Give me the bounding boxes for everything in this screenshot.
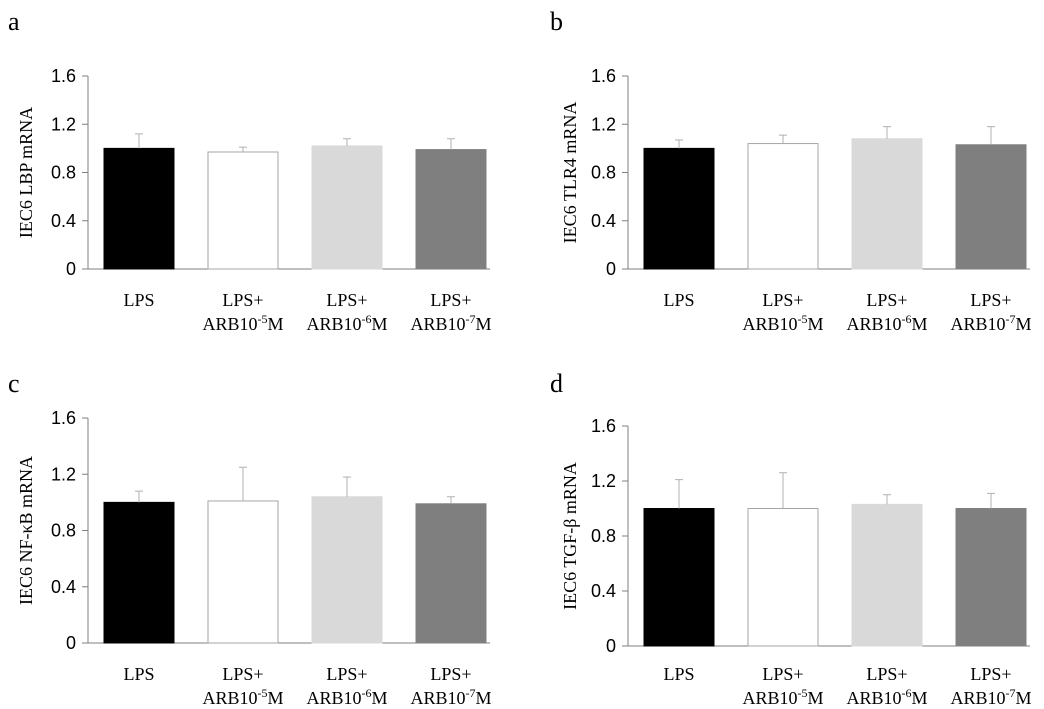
y-tick-label: 0.4 (51, 577, 76, 597)
x-tick-label-line2: ARB10-7M (410, 686, 491, 708)
x-tick-label-line2: ARB10-5M (202, 686, 283, 708)
bar (415, 503, 487, 644)
y-tick-label: 1.6 (591, 416, 616, 436)
bar (311, 496, 383, 644)
x-tick-label: LPS+ (222, 664, 263, 684)
x-tick-label: LPS+ (762, 664, 803, 684)
y-tick-label: 0.4 (591, 211, 616, 231)
y-axis-label: IEC6 TGF-β mRNA (560, 462, 580, 610)
y-tick-label: 0 (606, 259, 616, 279)
y-tick-label: 1.6 (51, 66, 76, 86)
bar (415, 149, 487, 270)
x-tick-label-line2: ARB10-6M (306, 312, 387, 334)
x-tick-label: LPS+ (430, 290, 471, 310)
bar (955, 144, 1027, 270)
x-tick-label-line2: ARB10-7M (950, 312, 1031, 334)
panel-letter: c (8, 369, 20, 398)
x-tick-label-line2: ARB10-6M (306, 686, 387, 708)
x-tick-label: LPS+ (970, 290, 1011, 310)
bar (207, 151, 279, 270)
y-tick-label: 0.4 (51, 211, 76, 231)
y-tick-label: 1.6 (591, 66, 616, 86)
y-axis-label: IEC6 TLR4 mRNA (560, 102, 580, 244)
x-tick-label: LPS+ (866, 664, 907, 684)
panel-letter: a (8, 7, 20, 36)
bar (103, 501, 175, 644)
bar (643, 508, 715, 647)
y-tick-label: 0.8 (591, 163, 616, 183)
bar (851, 503, 923, 647)
bar (851, 138, 923, 270)
y-tick-label: 0.8 (51, 521, 76, 541)
y-tick-label: 1.2 (591, 471, 616, 491)
x-tick-label: LPS (663, 664, 694, 684)
x-tick-label-line2: ARB10-7M (950, 686, 1031, 708)
y-tick-label: 0.8 (51, 163, 76, 183)
y-tick-label: 0 (66, 633, 76, 653)
x-tick-label: LPS+ (866, 290, 907, 310)
panel-letter: d (550, 369, 563, 398)
x-tick-label-line2: ARB10-6M (846, 312, 927, 334)
y-tick-label: 1.6 (51, 408, 76, 428)
bar (311, 145, 383, 270)
x-tick-label: LPS+ (326, 290, 367, 310)
y-tick-label: 0.4 (591, 581, 616, 601)
y-tick-label: 0 (66, 259, 76, 279)
y-axis-label: IEC6 NF-κB mRNA (16, 456, 36, 605)
y-tick-label: 1.2 (51, 464, 76, 484)
x-tick-label-line2: ARB10-6M (846, 686, 927, 708)
panel-letter: b (550, 7, 563, 36)
bar (955, 508, 1027, 647)
y-tick-label: 1.2 (591, 114, 616, 134)
x-tick-label: LPS+ (762, 290, 803, 310)
y-tick-label: 1.2 (51, 114, 76, 134)
y-tick-label: 0 (606, 636, 616, 656)
x-tick-label: LPS (663, 290, 694, 310)
x-tick-label: LPS (123, 290, 154, 310)
x-tick-label: LPS+ (326, 664, 367, 684)
x-tick-label: LPS (123, 664, 154, 684)
x-tick-label-line2: ARB10-5M (742, 312, 823, 334)
bar (747, 143, 819, 270)
x-tick-label-line2: ARB10-5M (202, 312, 283, 334)
bar (747, 508, 819, 647)
bar (103, 147, 175, 270)
x-tick-label: LPS+ (430, 664, 471, 684)
y-axis-label: IEC6 LBP mRNA (16, 107, 36, 238)
x-tick-label: LPS+ (222, 290, 263, 310)
x-tick-label-line2: ARB10-7M (410, 312, 491, 334)
x-tick-label-line2: ARB10-5M (742, 686, 823, 708)
y-tick-label: 0.8 (591, 526, 616, 546)
bar (207, 500, 279, 644)
x-tick-label: LPS+ (970, 664, 1011, 684)
bar (643, 147, 715, 270)
